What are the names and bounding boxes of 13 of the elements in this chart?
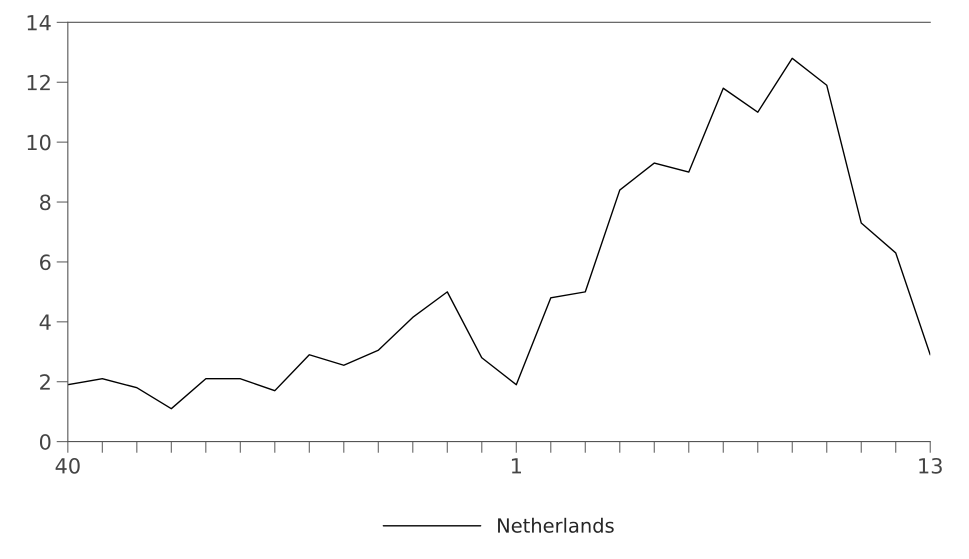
y-tick-label: 12: [28, 74, 50, 90]
y-tick-label: 8: [40, 194, 50, 210]
y-tick-label: 14: [28, 15, 51, 30]
x-tick-label: 1: [512, 458, 521, 474]
y-tick-label: 6: [40, 254, 51, 270]
y-tick-label: 0: [40, 434, 50, 450]
y-tick-label: 2: [40, 374, 50, 390]
y-tick-label: 4: [40, 314, 51, 330]
y-tick-label: 10: [28, 134, 50, 150]
line-series: [68, 58, 930, 410]
x-tick-label: 40: [56, 458, 80, 474]
text: Netherlands: [498, 518, 614, 533]
x-tick-label: 13: [919, 458, 942, 474]
